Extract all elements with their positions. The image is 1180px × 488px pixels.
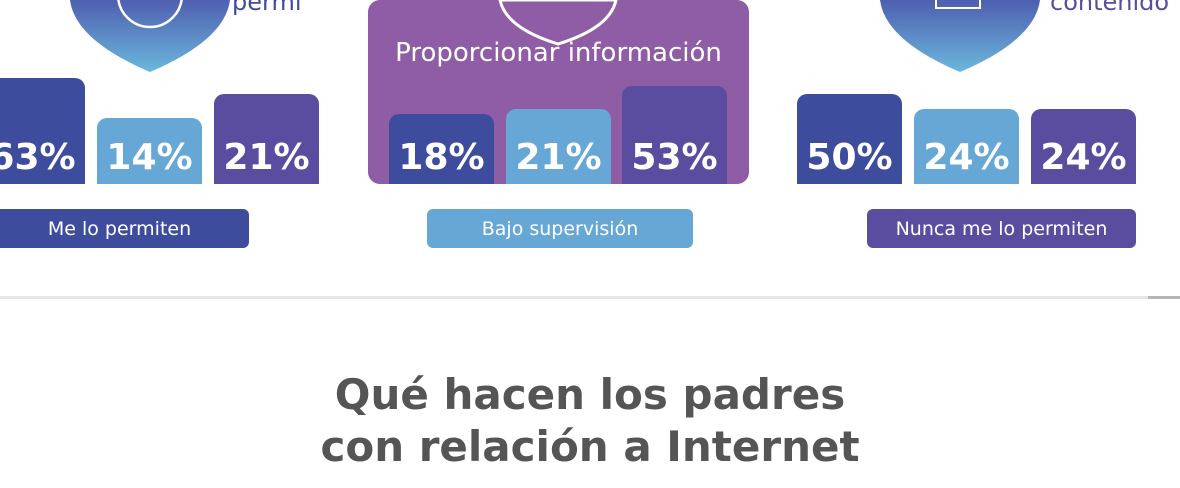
bar: 53%: [622, 86, 727, 184]
pin-right-icon: [935, 0, 981, 9]
bar: 21%: [506, 109, 611, 184]
heading: Qué hacen los padres: [334, 370, 846, 419]
legend-item: Bajo supervisión: [427, 209, 693, 248]
pin-right: [880, 0, 1040, 72]
bar: 63%: [0, 78, 85, 184]
shield: [498, 0, 618, 46]
cut-label: contenido: [1050, 0, 1170, 16]
bar: 14%: [97, 118, 202, 184]
heading: con relación a Internet: [320, 422, 860, 471]
pin-left-icon: [117, 0, 183, 29]
bar: 50%: [797, 94, 902, 184]
pin-left: [70, 0, 230, 72]
legend-item: Me lo permiten: [0, 209, 249, 248]
panel-title: Proporcionar información: [395, 38, 722, 68]
cut-label: permi: [232, 0, 302, 16]
bar: 21%: [214, 94, 319, 184]
bar: 18%: [389, 114, 494, 184]
bar: 24%: [1031, 109, 1136, 184]
bar: 24%: [914, 109, 1019, 184]
legend-item: Nunca me lo permiten: [867, 209, 1136, 248]
separator-end: [1148, 296, 1180, 299]
separator: [0, 296, 1148, 299]
